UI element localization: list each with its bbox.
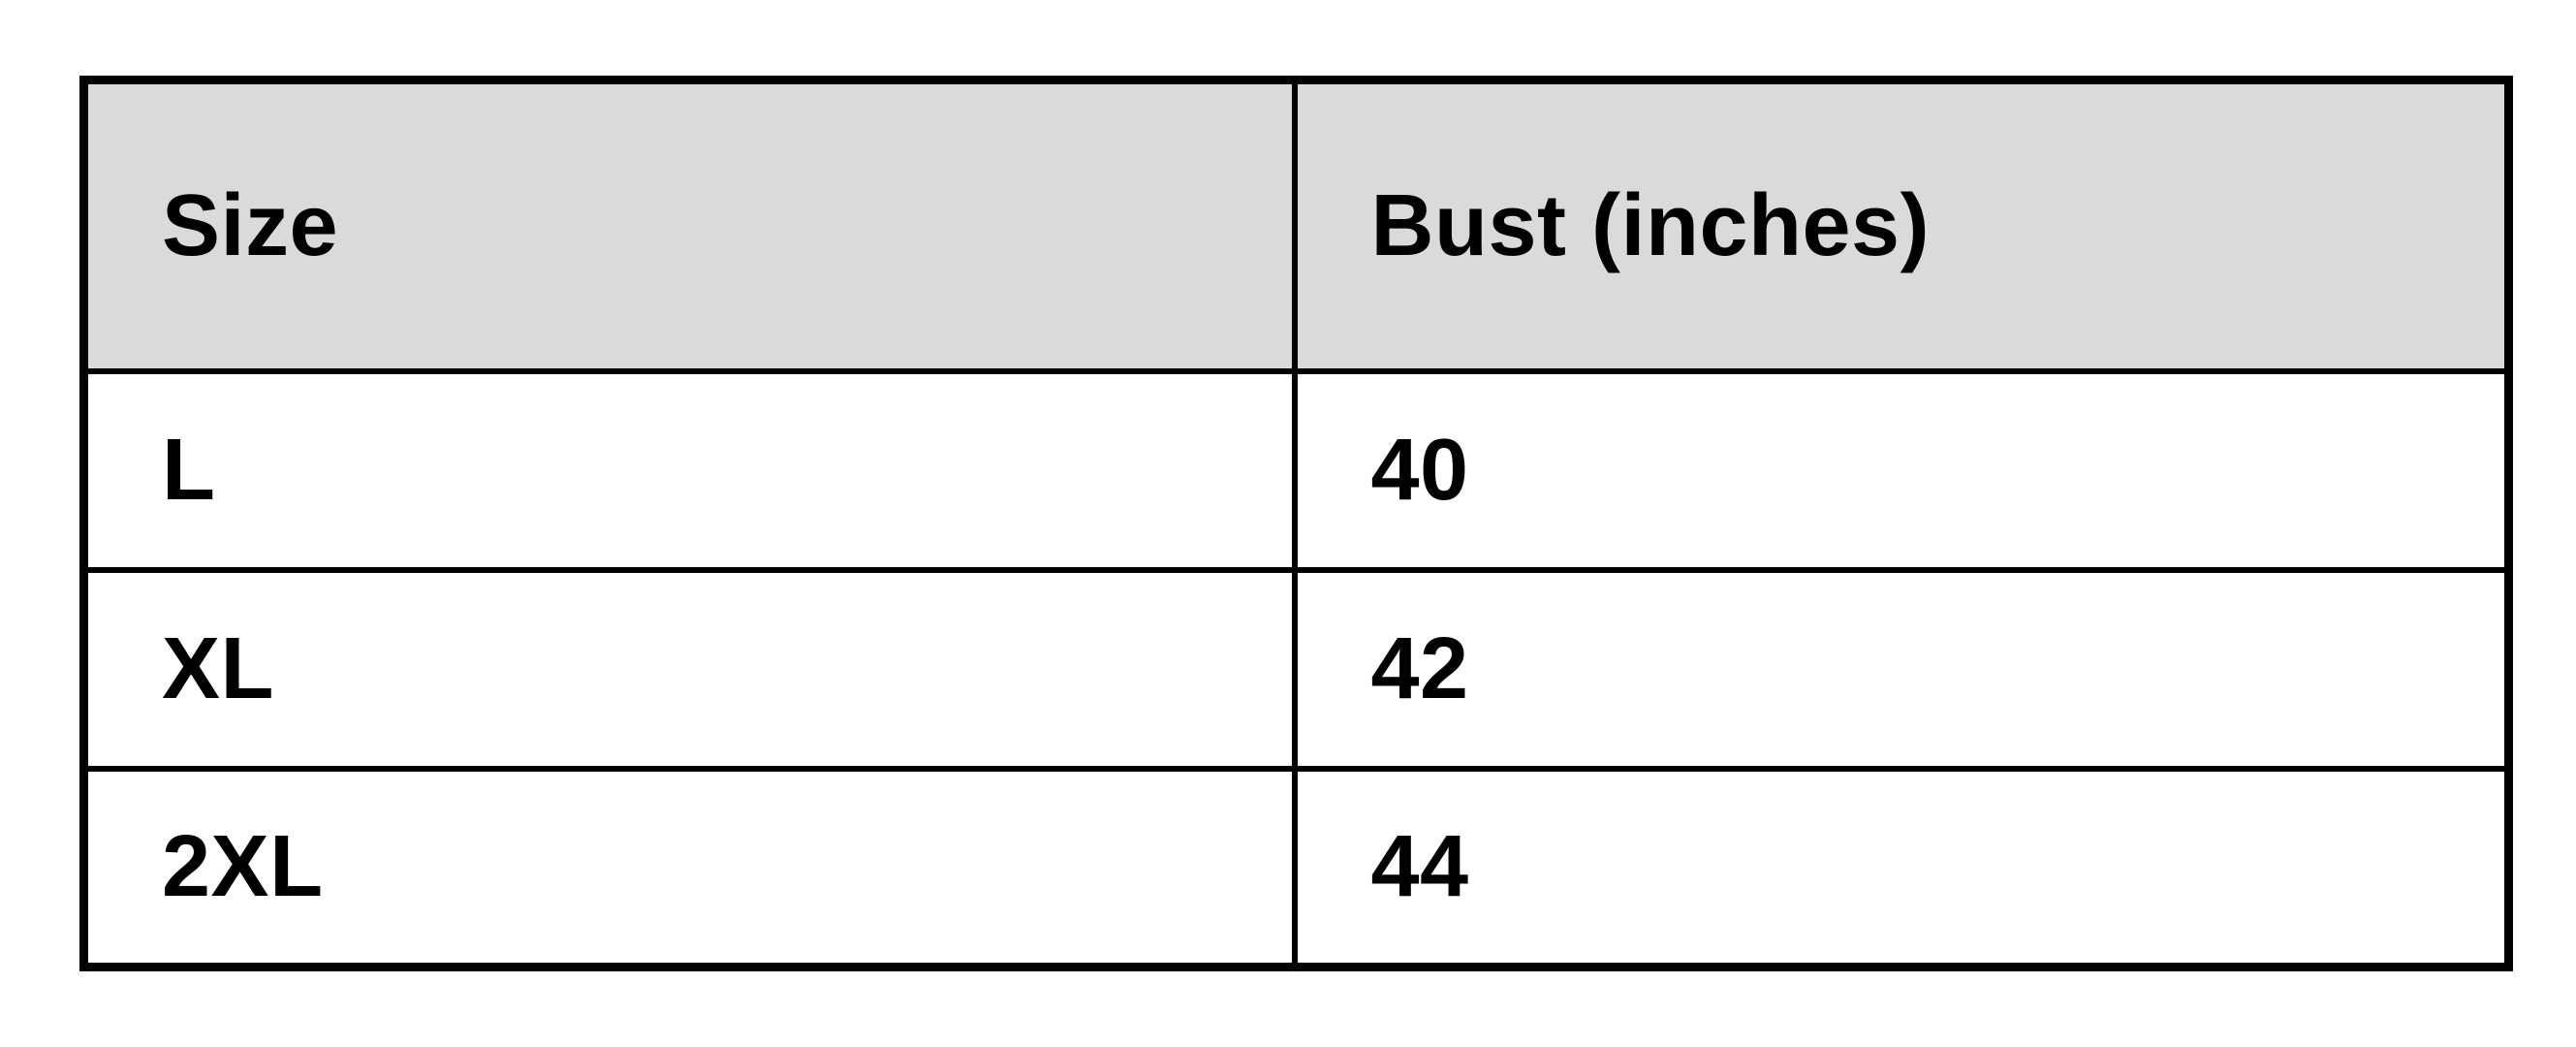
table-header-row: Size Bust (inches) [80,77,2512,374]
size-chart-table: Size Bust (inches) L 40 XL 42 2XL 44 [79,76,2513,971]
table-row: L 40 [80,367,2512,573]
column-header-size: Size [80,77,1298,374]
size-cell: XL [80,566,1298,772]
column-header-bust: Bust (inches) [1291,77,2512,374]
size-cell: 2XL [80,765,1298,970]
table-row: XL 42 [80,566,2512,772]
table-row: 2XL 44 [80,765,2512,970]
bust-cell: 42 [1291,566,2512,772]
bust-cell: 44 [1291,765,2512,970]
size-cell: L [80,367,1298,573]
bust-cell: 40 [1291,367,2512,573]
